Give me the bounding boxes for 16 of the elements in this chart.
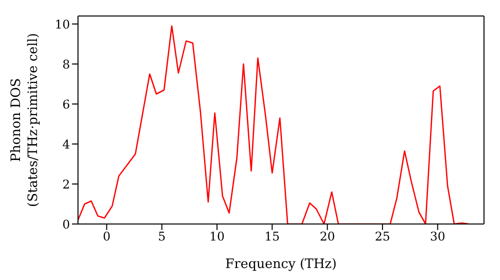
x-tick-label: 30 [430,230,446,244]
x-tick-label: 20 [320,230,335,244]
x-tick-label: 10 [209,230,225,244]
x-tick-label: 15 [264,230,280,244]
y-tick-label: 8 [62,57,70,72]
y-tick-label: 6 [62,97,70,112]
x-axis-title: Frequency (THz) [225,257,337,272]
y-tick-label: 2 [62,177,70,192]
y-tick-label: 4 [62,137,70,152]
y-tick-label: 10 [54,17,70,32]
y-axis-title: Phonon DOS (States/THz·primitive cell) [9,32,41,208]
x-tick-label: 25 [374,230,390,244]
x-tick-label: 5 [158,230,166,244]
line-series [78,25,470,224]
x-tick-label: 0 [102,230,111,244]
y-tick-label: 0 [62,217,70,232]
